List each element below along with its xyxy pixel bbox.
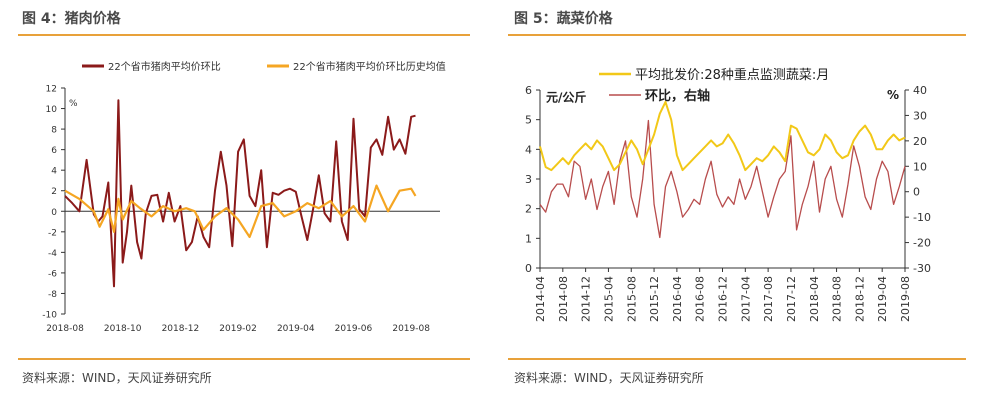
left-title-rule	[18, 34, 470, 36]
right-right-y-tick-label: 20	[913, 135, 927, 148]
right-x-tick-label: 2017-12	[785, 276, 798, 322]
right-right-y-tick-label: 10	[913, 160, 927, 173]
left-x-tick-label: 2019-04	[277, 324, 315, 334]
right-right-axis-unit: %	[887, 88, 899, 102]
left-y-tick-label: 0	[51, 208, 57, 218]
right-left-y-tick-label: 6	[525, 84, 532, 97]
right-x-tick-label: 2016-12	[717, 276, 730, 322]
left-x-tick-label: 2019-08	[392, 324, 430, 334]
vegetable-price-chart: 0 1 2 3 4 5 6 -30 -20 -10 0 10 20 30 40 元/公斤 % 2014-04 201…	[525, 67, 931, 322]
right-x-tick-label: 2018-04	[808, 276, 821, 322]
right-x-tick-label: 2016-04	[671, 276, 684, 322]
right-series-mom-line	[539, 119, 906, 239]
left-y-tick-label: 2	[51, 187, 57, 197]
left-x-tick-label: 2018-12	[162, 324, 200, 334]
left-panel-title: 图 4：猪肉价格	[22, 11, 121, 27]
left-x-tick-label: 2018-08	[46, 324, 84, 334]
right-title-rule	[508, 34, 966, 36]
left-y-tick-label: 10	[46, 105, 58, 115]
left-x-tick-label: 2018-10	[104, 324, 142, 334]
left-y-tick-label: 12	[46, 85, 57, 95]
right-right-y-tick-label: 30	[913, 109, 927, 122]
right-right-y-tick-label: -10	[913, 211, 931, 224]
right-right-y-tick-label: 0	[913, 186, 920, 199]
left-y-tick-label: -4	[48, 249, 57, 259]
left-x-tick-label: 2019-06	[335, 324, 373, 334]
right-series-price-line	[539, 100, 906, 172]
left-source: 资料来源：WIND，天风证券研究所	[22, 371, 212, 385]
left-legend-label: 22个省市猪肉平均价环比	[108, 60, 221, 73]
right-x-tick-label: 2014-04	[534, 276, 547, 322]
left-legend-label: 22个省市猪肉平均价环比历史均值	[293, 60, 446, 73]
left-y-tick-label: -8	[48, 290, 57, 300]
right-legend-label: 环比，右轴	[645, 88, 710, 104]
right-x-tick-label: 2014-12	[580, 276, 593, 322]
left-x-tick-label: 2019-02	[219, 324, 257, 334]
right-bottom-rule	[508, 358, 966, 360]
right-x-tick-label: 2019-08	[899, 276, 912, 322]
left-unit-label: %	[69, 99, 78, 109]
right-x-tick-label: 2019-04	[876, 276, 889, 322]
right-x-tick-label: 2015-12	[648, 276, 661, 322]
right-left-y-tick-label: 1	[525, 232, 532, 245]
right-x-tick-label: 2017-04	[739, 276, 752, 322]
right-x-tick-label: 2018-08	[831, 276, 844, 322]
right-right-y-tick-label: 40	[913, 84, 927, 97]
right-left-y-tick-label: 0	[525, 262, 532, 275]
right-left-y-tick-label: 5	[525, 114, 532, 127]
right-source: 资料来源：WIND，天风证券研究所	[514, 371, 704, 385]
left-y-tick-label: -2	[48, 228, 57, 238]
right-panel-title: 图 5：蔬菜价格	[514, 11, 613, 27]
left-y-tick-label: -6	[48, 269, 57, 279]
left-series-pork-mom-line	[64, 99, 416, 288]
left-y-tick-label: -10	[42, 311, 57, 321]
right-legend-label: 平均批发价:28种重点监测蔬菜:月	[635, 67, 829, 83]
left-y-tick-label: 8	[51, 126, 57, 136]
left-y-tick-label: 6	[51, 146, 57, 156]
left-y-tick-label: 4	[51, 167, 57, 177]
right-left-axis-unit: 元/公斤	[546, 89, 586, 104]
right-x-tick-label: 2014-08	[557, 276, 570, 322]
left-bottom-rule	[18, 358, 470, 360]
right-x-tick-label: 2015-08	[625, 276, 638, 322]
right-x-tick-label: 2017-08	[762, 276, 775, 322]
right-right-y-tick-label: -20	[913, 237, 931, 250]
right-x-tick-label: 2015-04	[602, 276, 615, 322]
pork-price-chart: -10 -8 -6 -4 -2 0 2 4 6 8 10 12% 2018-08 2018-10 2018-…	[42, 60, 446, 334]
right-left-y-tick-label: 2	[525, 203, 532, 216]
right-left-y-tick-label: 4	[525, 143, 532, 156]
right-x-tick-label: 2016-08	[694, 276, 707, 322]
right-right-y-tick-label: -30	[913, 262, 931, 275]
left-series-pork-hist-avg-line	[64, 184, 417, 239]
right-x-tick-label: 2018-12	[853, 276, 866, 322]
right-left-y-tick-label: 3	[525, 173, 532, 186]
